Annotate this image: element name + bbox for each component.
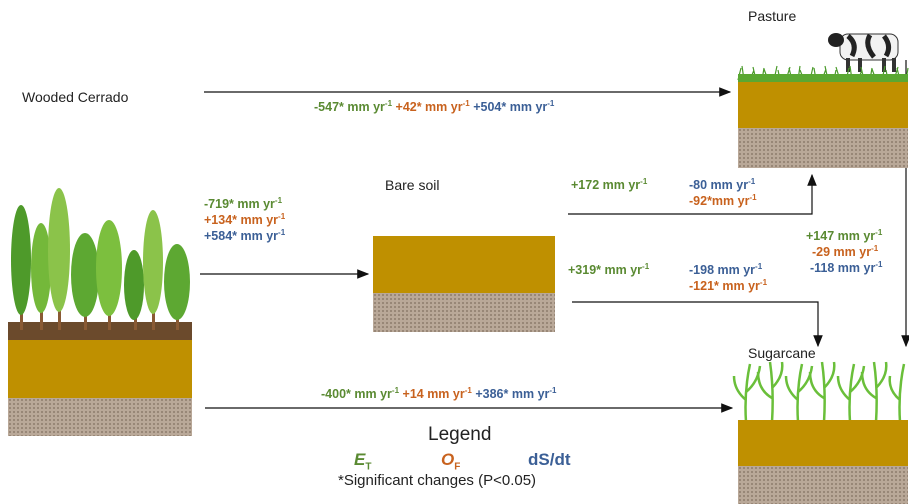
flow-wooded-to-bare: -719* mm yr-1 +134* mm yr-1 +584* mm yr-…: [204, 195, 286, 243]
flow-wooded-to-pasture: -547* mm yr-1 +42* mm yr-1 +504* mm yr-1: [314, 98, 555, 114]
flow-bare-to-pasture-ds-of: -80 mm yr-1 -92*mm yr-1: [689, 176, 757, 208]
soil-block-wooded: [8, 340, 192, 436]
arrow-bare-to-pasture: [568, 173, 817, 215]
node-label-sugarcane: Sugarcane: [748, 345, 816, 361]
soil-block-bare: [373, 236, 555, 332]
node-label-wooded-cerrado: Wooded Cerrado: [22, 89, 129, 105]
legend-title: Legend: [428, 424, 492, 445]
flow-wooded-to-sugarcane: -400* mm yr-1 +14 mm yr-1 +386* mm yr-1: [321, 385, 557, 401]
soil-block-sugarcane: [738, 420, 908, 504]
flow-bare-to-sugarcane-et: +319* mm yr-1: [568, 261, 650, 277]
legend-of: OF: [441, 450, 461, 473]
flow-bare-to-sugarcane-ds-of: -198 mm yr-1 -121* mm yr-1: [689, 261, 768, 293]
legend-note: *Significant changes (P<0.05): [338, 472, 537, 489]
legend-ds: dS/dt: [528, 450, 571, 469]
soil-block-pasture: [738, 82, 908, 168]
node-label-pasture: Pasture: [748, 8, 797, 24]
flow-bare-to-pasture-et: +172 mm yr-1: [571, 176, 648, 192]
legend-et: ET: [354, 450, 372, 473]
arrow-bare-to-sugarcane: [572, 301, 823, 348]
flow-pasture-to-sugarcane: +147 mm yr-1 -29 mm yr-1 -118 mm yr-1: [806, 227, 883, 275]
node-label-bare-soil: Bare soil: [385, 177, 440, 193]
